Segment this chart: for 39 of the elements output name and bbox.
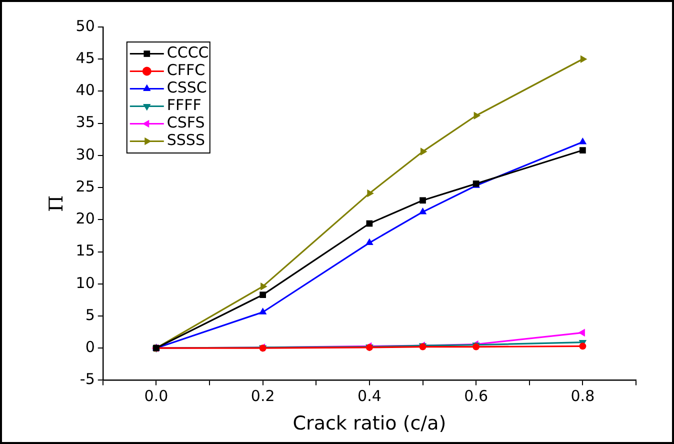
y-tick-label: 20: [76, 210, 95, 228]
legend-label: CFFC: [166, 61, 206, 80]
y-tick-label: 10: [76, 274, 95, 292]
point: [260, 292, 266, 298]
y-tick-label: 15: [76, 242, 95, 260]
point: [580, 147, 586, 154]
point: [258, 308, 267, 314]
y-tick-label: 30: [76, 145, 95, 164]
legend-label: CCCC: [166, 44, 209, 62]
y-tick-label: -5: [80, 370, 95, 388]
y-tick-label: 35: [76, 113, 95, 132]
legend-label: FFFF: [166, 96, 202, 114]
point: [474, 112, 481, 120]
point: [578, 137, 587, 144]
legend-label: SSSS: [166, 131, 205, 150]
y-tick-label: 25: [76, 177, 95, 196]
y-tick-label: 5: [85, 306, 95, 324]
point: [366, 238, 374, 246]
point: [418, 207, 427, 214]
legend-label: CSSC: [166, 78, 207, 97]
x-tick-label: 0.4: [358, 387, 382, 406]
legend-label: CSFS: [166, 114, 205, 132]
point: [578, 328, 585, 337]
x-tick-label: 0.6: [464, 387, 488, 406]
y-tick-label: 45: [76, 49, 95, 67]
x-tick-label: 0.8: [570, 387, 595, 406]
y-axis-title: Π: [45, 195, 68, 212]
x-tick-label: 0.0: [144, 387, 168, 406]
y-tick-label: 50: [76, 16, 95, 35]
x-axis-title: Crack ratio (c/a): [292, 412, 446, 435]
x-tick-label: 0.2: [250, 387, 275, 406]
point: [367, 189, 374, 198]
y-tick-label: 0: [85, 338, 95, 356]
point: [420, 197, 426, 204]
point: [260, 282, 268, 290]
point: [420, 148, 428, 156]
point: [579, 342, 586, 350]
y-tick-label: 40: [76, 81, 95, 100]
point: [580, 55, 588, 64]
